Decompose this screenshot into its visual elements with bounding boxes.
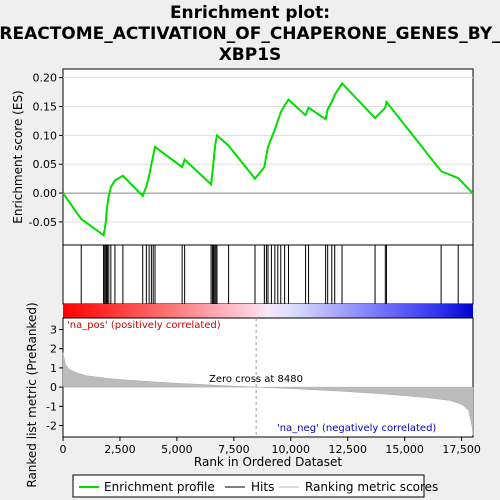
x-tick-label: 12,500 [328, 443, 367, 456]
chart-title-line-1: Enrichment plot: [170, 3, 330, 23]
es-grid [63, 77, 473, 223]
es-y-tick-label: 0.20 [33, 72, 58, 85]
es-y-axis-label: Enrichment score (ES) [11, 90, 25, 223]
legend-enrichment-label: Enrichment profile [104, 480, 215, 494]
x-axis: 0 2,500 5,000 7,500 10,000 12,500 15,000 17,500 [60, 437, 481, 456]
x-tick-label: 7,500 [218, 443, 250, 456]
es-y-axis: -0.05 0.00 0.05 0.10 0.15 0.20 [29, 72, 63, 229]
legend [72, 474, 425, 498]
legend-metric-label: Ranking metric scores [305, 480, 438, 494]
rank-y-tick-label: -1 [46, 400, 57, 413]
rank-y-tick-label: 3 [50, 324, 57, 337]
es-panel-frame [62, 68, 474, 246]
zero-cross-label: Zero cross at 8480 [209, 374, 303, 385]
neg-correlated-label: 'na_neg' (negatively correlated) [277, 423, 436, 434]
rank-y-tick-label: 1 [50, 362, 57, 375]
hit-markers [80, 245, 459, 304]
x-tick-label: 0 [60, 443, 67, 456]
es-y-tick-label: 0.15 [33, 101, 58, 114]
pos-correlated-label: 'na_pos' (positively correlated) [67, 320, 221, 331]
x-tick-label: 2,500 [104, 443, 136, 456]
x-tick-label: 17,500 [442, 443, 481, 456]
enrichment-profile-line [62, 81, 474, 237]
es-y-tick-label: 0.10 [33, 129, 58, 142]
x-tick-label: 5,000 [161, 443, 193, 456]
rank-y-tick-label: 0 [50, 381, 57, 394]
rank-color-bar [63, 304, 473, 318]
rank-y-tick-label: -2 [46, 419, 57, 432]
rank-y-axis-label: Ranked list metric (PreRanked) [25, 302, 39, 487]
es-y-tick-label: -0.05 [29, 216, 57, 229]
rank-panel-frame [62, 317, 474, 438]
x-tick-label: 10,000 [272, 443, 311, 456]
legend-hits-label: Hits [251, 480, 274, 494]
x-axis-label: Rank in Ordered Dataset [194, 455, 342, 469]
es-y-tick-label: 0.00 [33, 187, 58, 200]
rank-y-tick-label: 2 [50, 343, 57, 356]
rank-y-axis: -2 -1 0 1 2 3 [46, 324, 63, 432]
chart-title-line-3: XBP1S [219, 45, 282, 65]
es-y-tick-label: 0.05 [33, 158, 58, 171]
ranking-metric-area [62, 352, 474, 436]
chart-title-line-2: REACTOME_ACTIVATION_OF_CHAPERONE_GENES_B… [0, 24, 500, 44]
x-tick-label: 15,000 [385, 443, 424, 456]
